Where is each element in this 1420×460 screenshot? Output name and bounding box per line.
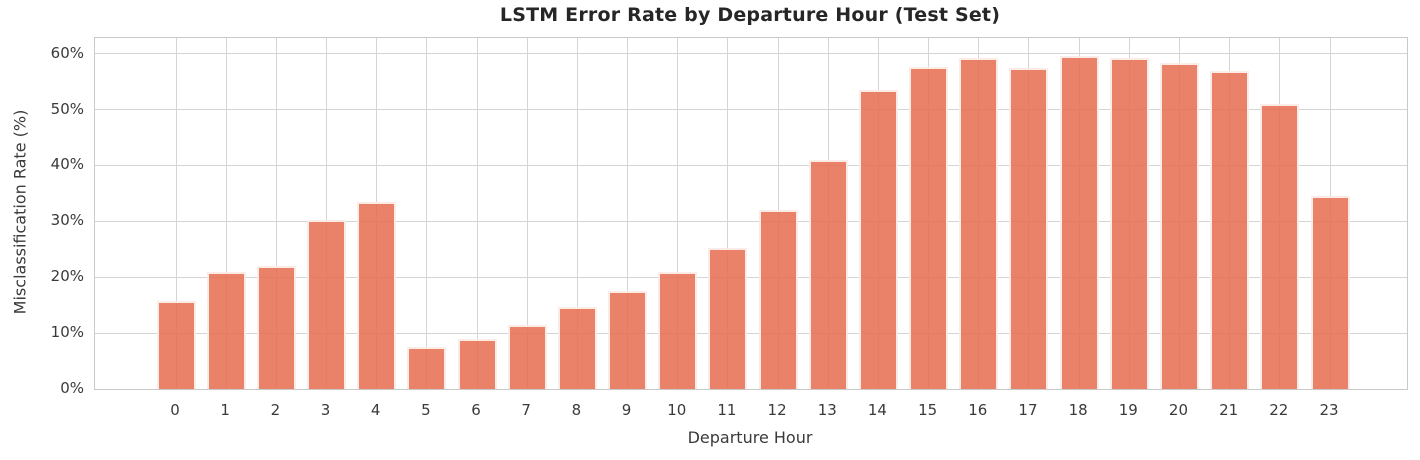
bar — [1109, 57, 1149, 389]
vertical-gridline — [677, 38, 679, 389]
y-tick-label: 40% — [50, 155, 84, 174]
horizontal-gridline — [95, 220, 1407, 222]
vertical-gridline — [627, 38, 629, 389]
x-tick-label: 19 — [1118, 401, 1138, 419]
horizontal-gridline — [95, 109, 1407, 111]
bar — [1210, 70, 1250, 389]
bar — [507, 325, 547, 389]
x-tick-label: 7 — [521, 401, 531, 419]
bar — [858, 89, 898, 389]
bar — [1159, 63, 1199, 389]
bar — [357, 202, 397, 389]
horizontal-gridline — [95, 164, 1407, 166]
horizontal-gridline — [95, 276, 1407, 278]
bar — [708, 248, 748, 389]
vertical-gridline — [225, 38, 227, 389]
bar — [909, 67, 949, 389]
x-tick-label: 17 — [1018, 401, 1038, 419]
x-tick-label: 12 — [767, 401, 787, 419]
bar — [758, 210, 798, 389]
bar — [959, 57, 999, 389]
vertical-gridline — [476, 38, 478, 389]
bar — [1260, 103, 1300, 389]
bar — [307, 219, 347, 389]
bar — [1310, 195, 1350, 389]
chart-title: LSTM Error Rate by Departure Hour (Test … — [499, 4, 1001, 26]
y-tick-label: 10% — [50, 323, 84, 342]
x-tick-label: 2 — [270, 401, 281, 419]
vertical-gridline — [526, 38, 528, 389]
vertical-gridline — [426, 38, 428, 389]
x-tick-label: 1 — [220, 401, 230, 419]
vertical-gridline — [576, 38, 578, 389]
bar — [557, 307, 597, 389]
vertical-gridline — [326, 38, 328, 389]
y-tick-label: 20% — [50, 267, 84, 286]
vertical-gridline — [727, 38, 729, 389]
x-tick-label: 18 — [1068, 401, 1088, 419]
x-axis-label: Departure Hour — [687, 428, 813, 447]
y-tick-label: 0% — [60, 379, 84, 397]
plot-area — [94, 37, 1408, 390]
x-tick-label: 5 — [421, 401, 431, 419]
bar — [658, 272, 698, 389]
x-tick-label: 16 — [968, 401, 988, 419]
x-tick-label: 14 — [867, 401, 887, 419]
x-tick-label: 13 — [817, 401, 837, 419]
x-tick-label: 22 — [1269, 401, 1289, 419]
bar — [256, 266, 296, 389]
x-tick-label: 10 — [667, 401, 687, 419]
y-tick-label: 30% — [50, 211, 84, 230]
x-tick-label: 20 — [1168, 401, 1189, 419]
horizontal-gridline — [95, 332, 1407, 334]
bar — [156, 301, 196, 389]
x-tick-label: 4 — [370, 401, 381, 419]
x-tick-label: 3 — [320, 401, 331, 419]
y-tick-label: 60% — [50, 43, 84, 62]
x-tick-label: 8 — [571, 401, 582, 419]
vertical-gridline — [275, 38, 277, 389]
bar — [206, 272, 246, 389]
bar — [1009, 68, 1049, 389]
y-axis-label: Misclassification Rate (%) — [10, 109, 30, 315]
x-tick-label: 9 — [621, 401, 632, 419]
x-tick-label: 0 — [170, 401, 180, 419]
bar — [407, 347, 447, 389]
vertical-gridline — [175, 38, 177, 389]
x-tick-label: 15 — [918, 401, 938, 419]
bar — [808, 160, 848, 389]
bar — [608, 291, 648, 389]
x-tick-label: 23 — [1319, 401, 1339, 419]
x-tick-label: 21 — [1219, 401, 1239, 419]
x-tick-label: 11 — [717, 401, 737, 419]
bar — [457, 339, 497, 389]
horizontal-gridline — [95, 53, 1407, 55]
y-tick-label: 50% — [50, 99, 84, 118]
x-tick-label: 6 — [471, 401, 481, 419]
bar — [1059, 56, 1099, 389]
